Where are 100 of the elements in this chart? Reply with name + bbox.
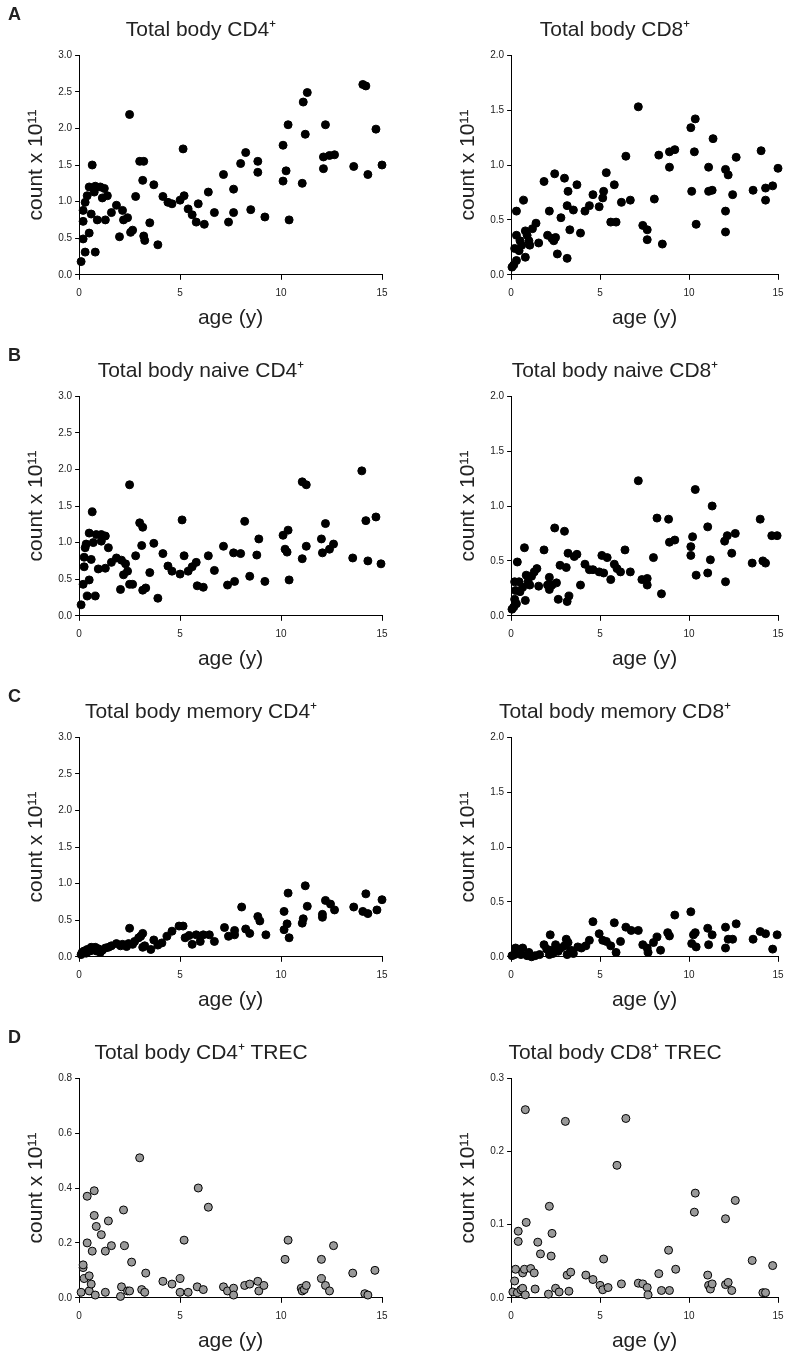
x-tick-label: 5 xyxy=(597,1309,604,1321)
x-axis-title: age (y) xyxy=(197,646,264,670)
y-tick-label: 2.5 xyxy=(58,767,73,779)
x-tick-label: 15 xyxy=(376,627,388,639)
y-tick-label: 1.5 xyxy=(490,103,505,115)
y-tick-label: 1.0 xyxy=(490,840,505,852)
y-axis-title: count x 10¹¹ xyxy=(23,791,47,903)
y-tick-label: 0.0 xyxy=(490,268,505,280)
x-axis-title: age (y) xyxy=(611,987,678,1011)
y-tick-label: 1.0 xyxy=(58,536,73,548)
y-tick-label: 3.0 xyxy=(58,48,73,60)
y-tick-label: 0.0 xyxy=(490,950,505,962)
x-tick-label: 5 xyxy=(597,627,604,639)
x-tick-label: 10 xyxy=(275,1309,288,1321)
x-tick-label: 10 xyxy=(683,286,696,298)
x-axis-title: age (y) xyxy=(611,1328,678,1352)
y-tick-label: 1.5 xyxy=(490,785,505,797)
y-tick-label: 2.0 xyxy=(490,730,505,742)
y-axis-title: count x 10¹¹ xyxy=(455,450,479,562)
x-tick-label: 10 xyxy=(683,968,696,980)
y-tick-label: 2.5 xyxy=(58,85,73,97)
y-tick-label: 0.2 xyxy=(58,1236,73,1248)
x-axis-title: age (y) xyxy=(611,646,678,670)
y-tick-label: 0.5 xyxy=(58,572,73,584)
y-axis-title: count x 10¹¹ xyxy=(23,109,47,221)
y-tick-label: 3.0 xyxy=(58,389,73,401)
chart-title: Total body memory CD4⁺ xyxy=(84,699,318,723)
y-tick-label: 0.5 xyxy=(490,554,505,566)
y-tick-label: 0.0 xyxy=(58,950,73,962)
y-axis-title: count x 10¹¹ xyxy=(455,109,479,221)
x-tick-label: 10 xyxy=(683,627,696,639)
y-tick-label: 1.5 xyxy=(58,499,73,511)
x-tick-label: 15 xyxy=(376,1309,388,1321)
chart-title: Total body memory CD8⁺ xyxy=(498,699,732,723)
y-tick-label: 0.1 xyxy=(490,1218,505,1230)
y-tick-label: 1.5 xyxy=(490,444,505,456)
x-tick-label: 5 xyxy=(597,968,604,980)
x-tick-label: 0 xyxy=(76,627,83,639)
y-axis-title: count x 10¹¹ xyxy=(455,1132,479,1244)
x-tick-label: 0 xyxy=(508,1309,515,1321)
x-tick-label: 15 xyxy=(772,968,784,980)
y-tick-label: 0.3 xyxy=(490,1071,505,1083)
x-tick-label: 15 xyxy=(772,286,784,298)
x-axis-title: age (y) xyxy=(197,987,264,1011)
x-tick-label: 5 xyxy=(597,286,604,298)
y-tick-label: 3.0 xyxy=(58,730,73,742)
x-tick-label: 15 xyxy=(376,286,388,298)
y-tick-label: 1.5 xyxy=(58,840,73,852)
y-tick-label: 0.0 xyxy=(58,1291,73,1303)
x-tick-label: 0 xyxy=(76,1309,83,1321)
y-tick-label: 0.5 xyxy=(490,213,505,225)
chart-title: Total body CD8⁺ TREC xyxy=(508,1040,722,1064)
text: D xyxy=(8,1027,21,1048)
y-tick-label: 2.0 xyxy=(58,122,73,134)
y-tick-label: 2.0 xyxy=(58,804,73,816)
x-tick-label: 0 xyxy=(508,968,515,980)
x-tick-label: 10 xyxy=(683,1309,696,1321)
x-tick-label: 15 xyxy=(772,1309,784,1321)
y-tick-label: 0.0 xyxy=(490,1291,505,1303)
y-tick-label: 0.5 xyxy=(490,895,505,907)
y-tick-label: 0.5 xyxy=(58,231,73,243)
y-axis-title: count x 10¹¹ xyxy=(23,450,47,562)
y-tick-label: 1.5 xyxy=(58,158,73,170)
x-tick-label: 10 xyxy=(275,627,288,639)
chart-title: Total body naive CD8⁺ xyxy=(511,358,719,382)
y-tick-label: 1.0 xyxy=(490,158,505,170)
y-tick-label: 2.0 xyxy=(58,463,73,475)
chart-title: Total body naive CD4⁺ xyxy=(97,358,305,382)
y-tick-label: 1.0 xyxy=(58,877,73,889)
y-tick-label: 0.2 xyxy=(490,1145,505,1157)
y-axis-title: count x 10¹¹ xyxy=(455,791,479,903)
x-tick-label: 15 xyxy=(772,627,784,639)
x-axis-title: age (y) xyxy=(197,305,264,329)
x-axis-title: age (y) xyxy=(611,305,678,329)
x-tick-label: 0 xyxy=(76,968,83,980)
x-tick-label: 5 xyxy=(177,1309,184,1321)
y-tick-label: 0.5 xyxy=(58,913,73,925)
y-tick-label: 0.0 xyxy=(58,268,73,280)
y-tick-label: 1.0 xyxy=(490,499,505,511)
y-tick-label: 0.6 xyxy=(58,1126,73,1138)
chart-title: Total body CD4⁺ TREC xyxy=(94,1040,308,1064)
chart-title: Total body CD8⁺ xyxy=(539,17,691,41)
y-tick-label: 2.5 xyxy=(58,426,73,438)
x-tick-label: 15 xyxy=(376,968,388,980)
x-tick-label: 5 xyxy=(177,286,184,298)
y-tick-label: 2.0 xyxy=(490,389,505,401)
y-tick-label: 0.8 xyxy=(58,1071,73,1083)
y-tick-label: 1.0 xyxy=(58,195,73,207)
x-axis-title: age (y) xyxy=(197,1328,264,1352)
x-tick-label: 0 xyxy=(76,286,83,298)
x-tick-label: 5 xyxy=(177,627,184,639)
chart-title: Total body CD4⁺ xyxy=(125,17,277,41)
text: A xyxy=(8,4,21,25)
x-tick-label: 10 xyxy=(275,968,288,980)
text: B xyxy=(8,345,21,366)
y-tick-label: 0.4 xyxy=(58,1181,73,1193)
x-tick-label: 10 xyxy=(275,286,288,298)
y-axis-title: count x 10¹¹ xyxy=(23,1132,47,1244)
y-tick-label: 2.0 xyxy=(490,48,505,60)
x-tick-label: 5 xyxy=(177,968,184,980)
